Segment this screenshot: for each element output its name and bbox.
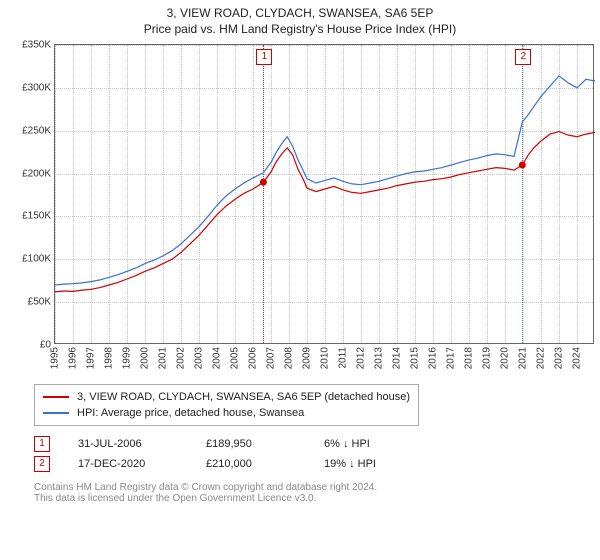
x-axis-label: 2022 — [536, 347, 547, 369]
txn-index: 2 — [34, 456, 50, 472]
legend-label-price-paid: 3, VIEW ROAD, CLYDACH, SWANSEA, SA6 5EP … — [77, 389, 410, 405]
txn-delta: 6% ↓ HPI — [324, 438, 414, 450]
x-axis-label: 2016 — [428, 347, 439, 369]
legend-swatch-hpi — [43, 412, 69, 414]
x-axis-label: 2018 — [464, 347, 475, 369]
x-axis-label: 2010 — [320, 347, 331, 369]
x-axis-label: 2004 — [212, 347, 223, 369]
x-axis-label: 2024 — [572, 347, 583, 369]
txn-delta: 19% ↓ HPI — [324, 458, 414, 470]
txn-date: 17-DEC-2020 — [78, 458, 178, 470]
y-axis-label: £50K — [11, 297, 51, 308]
x-axis-label: 2007 — [266, 347, 277, 369]
x-axis-label: 2011 — [338, 347, 349, 369]
x-axis-label: 2012 — [356, 347, 367, 369]
x-axis-label: 2021 — [518, 347, 529, 369]
price-chart: £0£50K£100K£150K£200K£250K£300K£350K1995… — [54, 44, 594, 344]
legend-swatch-price-paid — [43, 396, 69, 398]
txn-price: £189,950 — [206, 438, 296, 450]
txn-index: 1 — [34, 436, 50, 452]
y-axis-label: £200K — [11, 168, 51, 179]
x-axis-label: 2019 — [482, 347, 493, 369]
y-axis-label: £300K — [11, 82, 51, 93]
y-axis-label: £150K — [11, 211, 51, 222]
x-axis-label: 2020 — [500, 347, 511, 369]
x-axis-label: 2006 — [248, 347, 259, 369]
x-axis-label: 2005 — [230, 347, 241, 369]
x-axis-label: 1998 — [104, 347, 115, 369]
x-axis-label: 2013 — [374, 347, 385, 369]
address-title: 3, VIEW ROAD, CLYDACH, SWANSEA, SA6 5EP — [10, 6, 590, 20]
x-axis-label: 1999 — [122, 347, 133, 369]
y-axis-label: £100K — [11, 254, 51, 265]
x-axis-label: 2008 — [284, 347, 295, 369]
x-axis-label: 2017 — [446, 347, 457, 369]
x-axis-label: 1995 — [50, 347, 61, 369]
x-axis-label: 2009 — [302, 347, 313, 369]
x-axis-label: 2002 — [176, 347, 187, 369]
attribution-line: Contains HM Land Registry data © Crown c… — [34, 482, 590, 493]
transactions-table: 1 31-JUL-2006 £189,950 6% ↓ HPI 2 17-DEC… — [34, 434, 590, 474]
x-axis-label: 2015 — [410, 347, 421, 369]
attribution-line: This data is licensed under the Open Gov… — [34, 493, 590, 504]
legend: 3, VIEW ROAD, CLYDACH, SWANSEA, SA6 5EP … — [34, 384, 419, 426]
attribution: Contains HM Land Registry data © Crown c… — [34, 482, 590, 504]
legend-label-hpi: HPI: Average price, detached house, Swan… — [77, 405, 304, 421]
txn-price: £210,000 — [206, 458, 296, 470]
y-axis-label: £350K — [11, 40, 51, 51]
txn-date: 31-JUL-2006 — [78, 438, 178, 450]
y-axis-label: £0 — [11, 340, 51, 351]
x-axis-label: 2003 — [194, 347, 205, 369]
x-axis-label: 1997 — [86, 347, 97, 369]
x-axis-label: 2023 — [554, 347, 565, 369]
x-axis-label: 1996 — [68, 347, 79, 369]
y-axis-label: £250K — [11, 125, 51, 136]
x-axis-label: 2014 — [392, 347, 403, 369]
x-axis-label: 2000 — [140, 347, 151, 369]
x-axis-label: 2001 — [158, 347, 169, 369]
table-row: 1 31-JUL-2006 £189,950 6% ↓ HPI — [34, 434, 590, 454]
table-row: 2 17-DEC-2020 £210,000 19% ↓ HPI — [34, 454, 590, 474]
subtitle: Price paid vs. HM Land Registry's House … — [10, 22, 590, 36]
